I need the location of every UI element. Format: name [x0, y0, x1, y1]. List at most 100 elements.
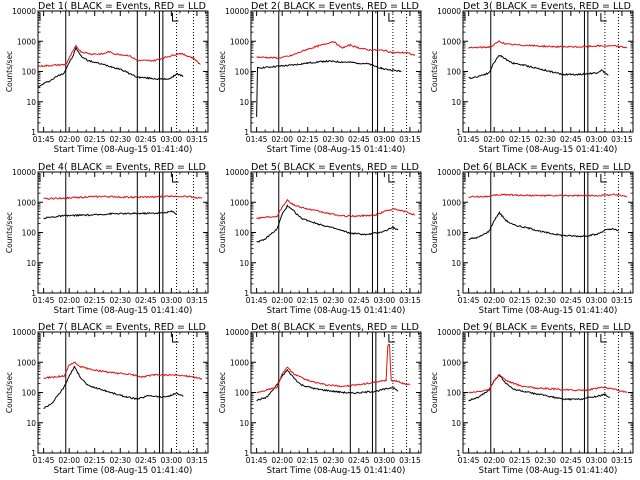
- chart-title: Det 9( BLACK = Events, RED = LLD: [463, 322, 631, 333]
- x-tick-label: 02:00: [483, 456, 505, 465]
- events-series-line: [256, 204, 399, 243]
- y-tick-label: 100: [22, 229, 37, 238]
- y-tick-label: 100: [235, 68, 250, 77]
- y-tick-label: 10000: [225, 328, 249, 337]
- y-tick-label: 100: [22, 389, 37, 398]
- chart-panel-8: Det 8( BLACK = Events, RED = LLD 1 10 100 10…: [218, 322, 422, 476]
- y-tick-label: 10000: [225, 168, 249, 177]
- x-axis-label: Start Time (08-Aug-15 01:41:40): [479, 306, 618, 316]
- x-axis-label: Start Time (08-Aug-15 01:41:40): [54, 145, 193, 155]
- lld-series-line: [468, 374, 628, 394]
- plot-frame: [250, 10, 422, 133]
- plot-frame: [462, 331, 634, 454]
- x-axis-label: Start Time (08-Aug-15 01:41:40): [54, 306, 193, 316]
- y-tick-label: 10: [239, 419, 249, 428]
- lld-series-line: [468, 40, 628, 49]
- y-tick-label: 1000: [17, 198, 36, 207]
- plot-frame: [462, 171, 634, 294]
- y-tick-label: 100: [447, 68, 462, 77]
- x-tick-label: 02:45: [135, 296, 157, 305]
- y-tick-label: 10: [239, 259, 249, 268]
- chart-title: Det 6( BLACK = Events, RED = LLD: [463, 162, 631, 173]
- y-tick-label: 100: [447, 389, 462, 398]
- y-axis-label: Counts/sec: [218, 372, 227, 413]
- y-tick-label: 10000: [437, 7, 461, 16]
- chart-panel-6: Det 6( BLACK = Events, RED = LLD 1 10 100 10…: [430, 162, 634, 316]
- y-tick-label: 100: [235, 389, 250, 398]
- x-tick-label: 03:15: [611, 135, 633, 144]
- y-tick-label: 1: [244, 449, 249, 458]
- y-tick-label: 10: [26, 98, 36, 107]
- chart-panel-1: Det 1( BLACK = Events, RED = LLD 1 10 100 10…: [5, 1, 209, 155]
- x-tick-label: 02:30: [534, 296, 556, 305]
- plot-frame: [37, 10, 209, 133]
- x-tick-label: 02:45: [560, 135, 582, 144]
- x-tick-label: 02:15: [84, 135, 106, 144]
- x-tick-label: 03:00: [586, 135, 608, 144]
- x-tick-label: 02:00: [483, 135, 505, 144]
- y-tick-label: 10000: [437, 328, 461, 337]
- x-tick-label: 03:00: [374, 296, 396, 305]
- x-tick-label: 03:00: [374, 456, 396, 465]
- plot-frame: [37, 331, 209, 454]
- y-tick-label: 10: [26, 259, 36, 268]
- x-tick-label: 01:45: [33, 456, 55, 465]
- y-tick-label: 1000: [442, 358, 461, 367]
- y-axis-label: Counts/sec: [430, 51, 439, 92]
- events-series-line: [256, 59, 402, 117]
- y-tick-label: 10: [239, 98, 249, 107]
- lld-series-line: [468, 193, 628, 199]
- y-axis-label: Counts/sec: [5, 51, 14, 92]
- plot-frame: [37, 171, 209, 294]
- y-tick-label: 10: [26, 419, 36, 428]
- events-series-line: [468, 210, 619, 241]
- y-tick-label: 10000: [12, 168, 36, 177]
- chart-title: Det 5( BLACK = Events, RED = LLD: [251, 162, 419, 173]
- x-tick-label: 02:45: [348, 296, 370, 305]
- chart-panel-9: Det 9( BLACK = Events, RED = LLD 1 10 100 10…: [430, 322, 634, 476]
- lld-series-line: [256, 343, 411, 394]
- x-axis-label: Start Time (08-Aug-15 01:41:40): [54, 466, 193, 476]
- y-tick-label: 1: [244, 128, 249, 137]
- x-tick-label: 02:15: [84, 456, 106, 465]
- x-tick-label: 02:00: [58, 135, 80, 144]
- x-axis-label: Start Time (08-Aug-15 01:41:40): [479, 466, 618, 476]
- lld-series-line: [256, 199, 416, 220]
- corner-mark: [600, 13, 607, 22]
- corner-mark: [171, 174, 179, 183]
- x-tick-label: 03:15: [611, 296, 633, 305]
- y-tick-label: 10000: [12, 328, 36, 337]
- events-series-line: [43, 210, 177, 220]
- x-tick-label: 01:45: [458, 296, 480, 305]
- corner-mark: [388, 334, 395, 343]
- x-tick-label: 02:30: [322, 456, 344, 465]
- y-tick-label: 100: [447, 229, 462, 238]
- y-tick-label: 100: [235, 229, 250, 238]
- x-tick-label: 03:15: [186, 135, 208, 144]
- x-tick-label: 02:00: [483, 296, 505, 305]
- x-tick-label: 01:45: [33, 296, 55, 305]
- events-series-line: [43, 365, 184, 410]
- x-tick-label: 02:00: [58, 296, 80, 305]
- x-tick-label: 02:15: [84, 296, 106, 305]
- x-tick-label: 02:30: [534, 135, 556, 144]
- y-axis-label: Counts/sec: [5, 372, 14, 413]
- y-tick-label: 1: [456, 289, 461, 298]
- x-tick-label: 02:30: [322, 296, 344, 305]
- chart-title: Det 4( BLACK = Events, RED = LLD: [38, 162, 206, 173]
- y-tick-label: 1000: [442, 37, 461, 46]
- plot-frame: [250, 171, 422, 294]
- x-tick-label: 01:45: [458, 456, 480, 465]
- y-tick-label: 10: [451, 98, 461, 107]
- x-tick-label: 02:45: [135, 135, 157, 144]
- lld-series-line: [43, 361, 203, 380]
- x-tick-label: 02:30: [534, 456, 556, 465]
- y-tick-label: 1: [31, 289, 36, 298]
- y-tick-label: 10: [451, 419, 461, 428]
- chart-title: Det 1( BLACK = Events, RED = LLD: [38, 1, 206, 12]
- x-tick-label: 02:45: [348, 135, 370, 144]
- y-tick-label: 10000: [225, 7, 249, 16]
- y-tick-label: 1000: [230, 198, 249, 207]
- y-tick-label: 1: [31, 449, 36, 458]
